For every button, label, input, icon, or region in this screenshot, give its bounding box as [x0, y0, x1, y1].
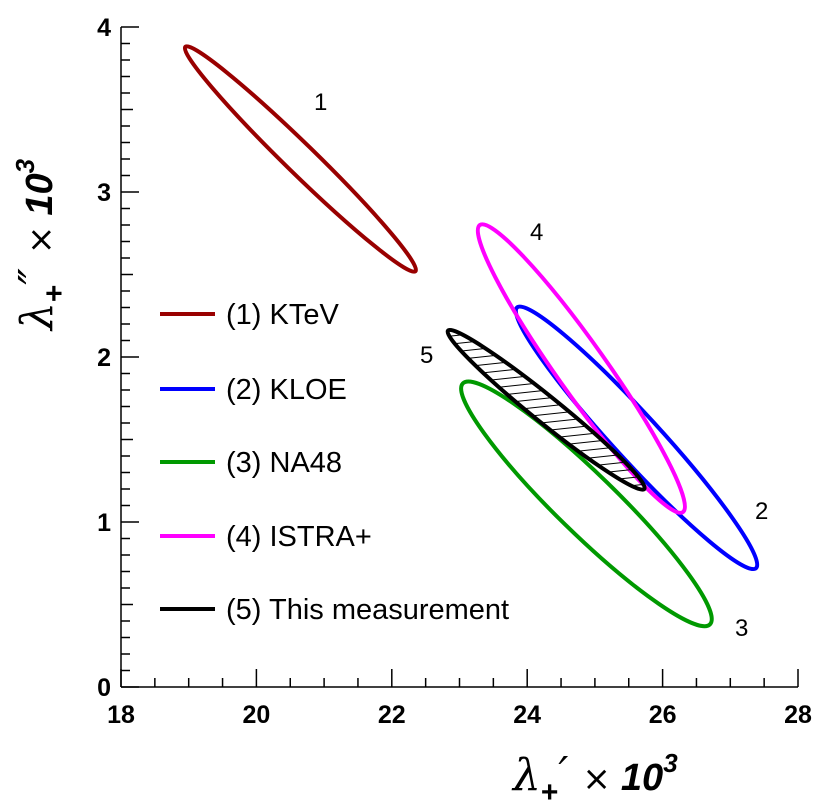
- y-title-sub: +: [38, 285, 71, 303]
- x-tick-label: 26: [649, 701, 677, 729]
- contour-2: [513, 304, 760, 572]
- x-title-times: ×: [582, 759, 611, 799]
- x-title-ten: 10: [621, 757, 663, 799]
- y-title-ten: 10: [19, 173, 61, 215]
- legend-entry-na48: (3) NA48: [160, 447, 342, 479]
- contour-number-labels: 1 2 3 4 5: [314, 89, 768, 642]
- contour-label-3: 3: [735, 615, 748, 642]
- y-title-times: ×: [21, 226, 61, 255]
- y-title-symbol: λ: [12, 302, 63, 332]
- y-title-prime: ″: [10, 268, 61, 285]
- y-axis-title: λ+″ × 103: [10, 158, 71, 332]
- contour-3: [459, 379, 714, 629]
- legend: (1) KTeV (2) KLOE (3) NA48 (4) ISTRA+ (5…: [160, 299, 509, 626]
- x-title-symbol: λ: [511, 750, 541, 801]
- contour-5: [445, 327, 647, 492]
- contours: [182, 44, 760, 629]
- contour-label-5: 5: [420, 342, 433, 369]
- legend-label-this-measurement: (5) This measurement: [226, 594, 509, 626]
- legend-label-istra: (4) ISTRA+: [226, 521, 372, 553]
- legend-entry-this-measurement: (5) This measurement: [160, 594, 509, 626]
- y-tick-label: 3: [97, 179, 111, 207]
- legend-label-ktev: (1) KTeV: [226, 299, 339, 331]
- x-tick-label: 22: [378, 701, 406, 729]
- x-tick-label: 28: [784, 701, 812, 729]
- legend-label-na48: (3) NA48: [226, 447, 342, 479]
- contour-label-1: 1: [314, 89, 327, 116]
- x-title-sub: +: [541, 776, 559, 806]
- x-title-prime: ′: [558, 748, 568, 799]
- x-tick-label: 18: [107, 701, 135, 729]
- contour-label-2: 2: [755, 498, 768, 525]
- x-tick-label: 20: [242, 701, 270, 729]
- y-tick-label: 0: [97, 674, 111, 702]
- contour-4: [475, 222, 687, 515]
- legend-entry-ktev: (1) KTeV: [160, 299, 339, 331]
- legend-label-kloe: (2) KLOE: [226, 374, 347, 406]
- x-title-exp: 3: [663, 748, 678, 778]
- x-ticks: 18 20 22 24 26 28: [107, 669, 812, 729]
- y-tick-label: 4: [97, 14, 111, 42]
- y-title-exp: 3: [10, 158, 40, 173]
- x-tick-label: 24: [513, 701, 541, 729]
- y-ticks: 0 1 2 3 4: [97, 14, 139, 702]
- legend-entry-kloe: (2) KLOE: [160, 374, 347, 406]
- x-axis-title: λ+′ × 103: [511, 748, 678, 806]
- contour-1: [182, 44, 418, 274]
- y-tick-label: 1: [97, 509, 111, 537]
- legend-entry-istra: (4) ISTRA+: [160, 521, 372, 553]
- contour-label-4: 4: [530, 219, 543, 246]
- y-tick-label: 2: [97, 344, 111, 372]
